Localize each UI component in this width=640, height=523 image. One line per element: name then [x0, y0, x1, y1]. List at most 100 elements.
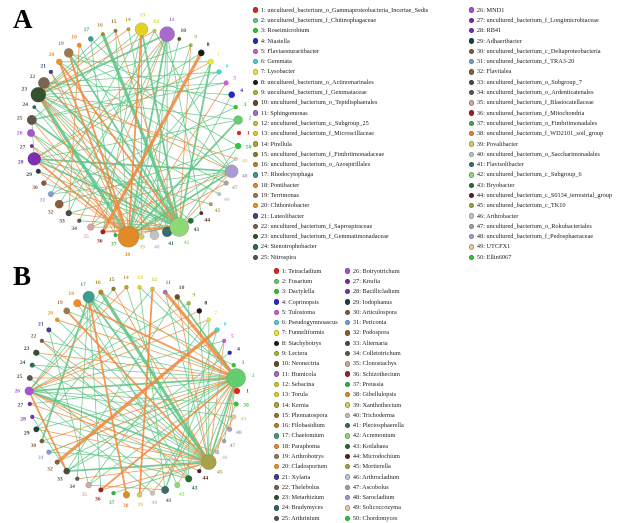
- legend-item: 29: Iodophanus: [345, 297, 404, 307]
- legend-color-dot: [253, 203, 259, 209]
- legend-item: 24: Bradymyces: [274, 503, 338, 513]
- network-node-10: [174, 294, 181, 300]
- legend-color-dot: [469, 151, 475, 157]
- legend-item: 5: Flaviaesturariibacter: [253, 46, 428, 56]
- legend-b-column-1: 1: Tetracladium 2: Fusarium 3: Dactylella 4…: [274, 266, 338, 523]
- network-node-45: [208, 202, 213, 207]
- network-node-23: [30, 87, 47, 103]
- legend-color-dot: [274, 319, 280, 326]
- legend-label: 10: Neonectria: [281, 360, 320, 368]
- legend-color-dot: [469, 69, 475, 75]
- legend-label: 39: Povalibacter: [476, 140, 518, 148]
- legend-color-dot: [274, 361, 280, 367]
- legend-color-dot: [345, 319, 351, 326]
- network-edge: [164, 340, 225, 491]
- network-node-number-12: 12: [151, 277, 157, 283]
- legend-label: 34: Colletotrichum: [352, 350, 401, 358]
- legend-label: 23: uncultured_bacterium_f_Gemmatimonada…: [260, 233, 389, 241]
- legend-label: 47: uncultured_bacterium_o_Rokubacterial…: [476, 222, 592, 230]
- network-edge: [127, 119, 239, 238]
- legend-label: 6: Gemmata: [260, 58, 292, 66]
- network-node-number-50: 50: [246, 145, 252, 151]
- legend-color-dot: [345, 350, 351, 357]
- network-edge: [178, 145, 239, 228]
- legend-color-dot: [274, 484, 280, 491]
- network-node-number-27: 27: [18, 403, 24, 409]
- network-diagram-a: 1234567891011121314151617181920212223242…: [17, 13, 252, 259]
- legend-color-dot: [274, 474, 280, 480]
- legend-color-dot: [274, 453, 280, 460]
- legend-item: 7: Lysobacter: [253, 67, 428, 77]
- network-node-number-16: 16: [97, 23, 103, 29]
- network-node-number-45: 45: [215, 208, 221, 214]
- legend-color-dot: [274, 464, 280, 470]
- network-edge: [58, 61, 130, 238]
- network-edge: [36, 428, 209, 463]
- legend-item: 5: Tulostoma: [274, 307, 338, 317]
- legend-label: 31: Periconia: [352, 319, 387, 327]
- legend-label: 12: Sebacina: [281, 380, 315, 388]
- network-edge: [87, 296, 128, 495]
- legend-color-dot: [274, 443, 280, 449]
- network-edge: [38, 30, 155, 96]
- network-edge: [207, 377, 238, 463]
- network-node-39: [138, 233, 145, 240]
- network-edge: [178, 171, 232, 228]
- network-node-34: [77, 218, 82, 224]
- legend-item: 50: Chordomyces: [345, 513, 404, 523]
- legend-item: 25: Arthrinium: [274, 513, 338, 523]
- legend-item: 16: Filobasidium: [274, 420, 338, 430]
- network-node-number-18: 18: [68, 291, 74, 297]
- legend-item: 13: Torula: [274, 390, 338, 400]
- network-node-14: [124, 285, 129, 290]
- legend-color-dot: [253, 79, 259, 85]
- network-edge: [88, 377, 237, 486]
- legend-label: 41: Flavisolibacter: [476, 161, 524, 169]
- network-edge: [30, 132, 129, 238]
- network-edge: [28, 390, 210, 464]
- legend-item: 8: uncultured_bacterium_o_Actinomarinale…: [253, 77, 428, 87]
- network-node-28: [30, 414, 35, 420]
- legend-label: 27: uncultured_bacterium_f_Longimicrobia…: [476, 16, 599, 24]
- legend-color-dot: [253, 244, 259, 250]
- network-node-31: [46, 449, 52, 455]
- legend-item: 2: uncultured_bacterium_f_Chitinophagace…: [253, 15, 428, 25]
- network-node-number-31: 31: [38, 455, 44, 461]
- legend-label: 38: Gibellulopsis: [352, 391, 397, 399]
- network-node-22: [39, 338, 45, 344]
- network-node-42: [174, 482, 181, 489]
- network-node-8: [196, 308, 203, 314]
- legend-item: 39: Xanthothecium: [345, 400, 404, 410]
- legend-item: 6: Gemmata: [253, 56, 428, 66]
- network-edge: [127, 33, 169, 237]
- network-node-number-23: 23: [22, 86, 28, 92]
- legend-color-dot: [469, 110, 475, 116]
- network-node-39: [136, 491, 143, 498]
- network-node-24: [32, 105, 37, 110]
- legend-item: 47: uncultured_bacterium_o_Rokubacterial…: [469, 221, 612, 231]
- legend-color-dot: [253, 254, 259, 260]
- legend-color-dot: [274, 350, 280, 357]
- network-edge: [41, 340, 237, 379]
- legend-color-dot: [345, 299, 351, 305]
- network-node-41: [161, 485, 170, 494]
- legend-label: 50: Chordomyces: [352, 514, 398, 522]
- legend-color-dot: [345, 330, 351, 336]
- legend-label: 3: Roseimicrobium: [260, 27, 310, 35]
- legend-item: 44: uncultured_bacterium_c_S0134_terrest…: [469, 190, 612, 200]
- legend-item: 1: uncultured_bacterium_o_Gammaproteobac…: [253, 5, 428, 15]
- network-edge: [88, 484, 166, 491]
- network-node-number-1: 1: [246, 388, 249, 394]
- legend-color-dot: [274, 402, 280, 408]
- network-node-number-11: 11: [165, 280, 170, 286]
- legend-label: 48: uncultured_bacterium_f_Pedosphaerace…: [476, 233, 594, 241]
- network-node-number-32: 32: [47, 466, 53, 472]
- network-node-number-37: 37: [111, 242, 117, 248]
- legend-label: 13: uncultured_bacterium_f_Microscillace…: [260, 130, 375, 138]
- legend-color-dot: [469, 182, 475, 188]
- network-edge: [101, 33, 181, 228]
- legend-item: 36: uncultured_bacterium_f_Mitochondria: [469, 108, 612, 118]
- legend-label: 24: Bradymyces: [281, 504, 323, 512]
- legend-item: 43: Bryobacter: [469, 180, 612, 190]
- network-node-23: [33, 349, 40, 356]
